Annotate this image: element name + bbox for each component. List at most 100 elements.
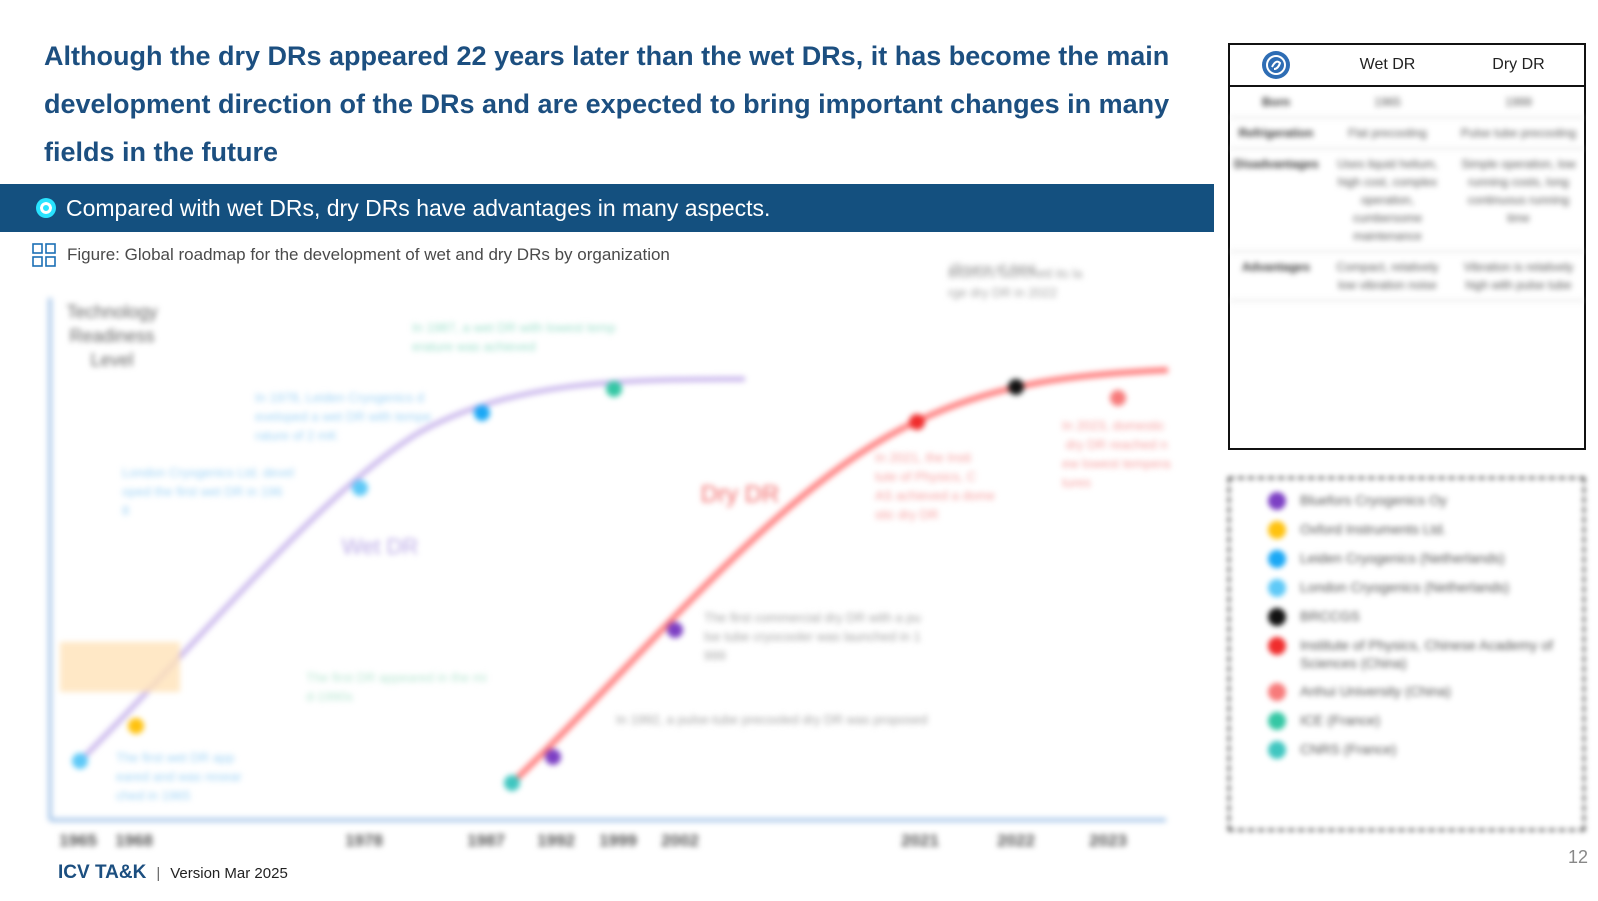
legend-label: ICE (France) [1300,712,1381,728]
legend-marker-icon [1268,608,1286,626]
chart-point [606,381,622,397]
chart-annotation: In 2023, domestic dry DR reached n ew low… [1062,418,1171,490]
x-tick-label: 1965 [59,831,97,850]
footer-separator: | [156,864,161,882]
x-tick-label: 1999 [599,831,637,850]
legend-label: Oxford Instruments Ltd. [1300,521,1447,537]
chart-point [504,775,520,791]
legend-label: Bluefors Cryogenics Oy [1300,492,1448,508]
chart-header-note: (Source of data) ... [950,262,1049,275]
footer-version: Version Mar 2025 [170,864,288,882]
grid-icon [32,243,56,267]
chart-annotation: The first commercial dry DR with a pu lse… [704,610,921,663]
wet-dr-curve [78,376,746,763]
chart-annotation: In 1978, Leiden Cryogenics d eveloped a w… [255,390,431,443]
chart-point [909,414,925,430]
legend-marker-icon [1268,712,1286,730]
legend: Bluefors Cryogenics Oy Oxford Instruments… [1228,477,1585,831]
chart-curves [60,367,1169,786]
x-tick-label: 1992 [537,831,575,850]
chart-point [667,622,683,638]
legend-item: Leiden Cryogenics (Netherlands) [1268,549,1573,568]
legend-item: ICE (France) [1268,711,1573,730]
bullet-icon [38,200,54,216]
table-cell: Vibration is relatively high with pulse … [1463,260,1574,292]
chart-annotation: Bluefors launched its la rge dry DR in 20… [948,266,1083,300]
legend-marker-icon [1268,741,1286,759]
table-header: Wet DR Dry DR [1230,45,1584,87]
x-tick-label: 2023 [1089,831,1127,850]
x-tick-label: 1978 [345,831,383,850]
chart-annotation: The first wet DR app eared and was resear… [116,750,242,803]
chart-annotation: The first DR appeared in the mi d-1990s [306,670,487,704]
footer-brand: ICV TA&K [58,862,147,883]
legend-item: London Cryogenics (Netherlands) [1268,578,1573,597]
x-tick-label: 2022 [997,831,1035,850]
legend-item: Institute of Physics, Chinese Academy of… [1268,636,1573,672]
table-row: Refrigeration Flat precooling Pulse tube p… [1230,118,1584,149]
legend-marker-icon [1268,521,1286,539]
table-body: Born 1965 1999 Refrigeration Flat precooling… [1230,87,1584,301]
chart-annotation: London Cryogenics Ltd. devel oped the fir… [122,465,294,518]
legend-label: Leiden Cryogenics (Netherlands) [1300,550,1505,566]
legend-marker-icon [1268,637,1286,655]
chart-point [72,753,88,769]
x-tick-label: 2002 [661,831,699,850]
legend-label: Institute of Physics, Chinese Academy of… [1300,637,1553,671]
legend-marker-icon [1268,683,1286,701]
chart-annotation: In 2021, the Insti tute of Physics, C AS a… [875,450,995,522]
chart-point [474,405,490,421]
headline: Although the dry DRs appeared 22 years l… [44,41,1170,167]
figure-caption-text: Figure: Global roadmap for the developme… [67,245,670,264]
table-cell: 1999 [1505,95,1532,109]
x-tick-label: 2021 [901,831,939,850]
chart-point [352,480,368,496]
table-header-wet: Wet DR [1359,56,1416,73]
chart-point [545,749,561,765]
table-cell: Simple operation, low running costs, lon… [1461,157,1576,225]
chart-annotation: In 1992, a pulse-tube precooled dry DR w… [616,712,927,727]
wet-dr-label: Wet DR [342,534,419,559]
table-cell: Compact, relatively low vibration noise [1336,260,1439,292]
legend-item: BRCCGS [1268,607,1573,626]
legend-label: CNRS (France) [1300,741,1397,757]
roadmap-chart-svg: Technology Readiness Level 1965 1968 1978 1987… [48,261,1171,850]
x-tick-label: 1968 [115,831,153,850]
footer: ICV TA&K | Version Mar 2025 [58,862,288,884]
legend-item: Anhui University (China) [1268,682,1573,701]
figure-caption: Figure: Global roadmap for the developme… [32,243,670,267]
dry-dr-curve [509,367,1169,786]
roadmap-chart: Technology Readiness Level 1965 1968 1978 1987… [0,261,1214,872]
legend-item: CNRS (France) [1268,740,1573,759]
table-cell: Uses liquid helium, high cost, complex o… [1337,157,1438,243]
legend-marker-icon [1268,579,1286,597]
highlight-box [60,642,180,692]
table-row-label: Disadvantages [1234,157,1319,171]
chart-labels: Technology Readiness Level 1965 1968 1978 1987… [59,261,1171,850]
table-row-label: Advantages [1241,260,1311,274]
section-banner: Compared with wet DRs, dry DRs have adva… [0,184,1214,232]
table-row-label: Born [1262,95,1290,109]
legend-label: Anhui University (China) [1300,683,1451,699]
legend-label: London Cryogenics (Netherlands) [1300,579,1510,595]
legend-label: BRCCGS [1300,608,1360,624]
table-row: Born 1965 1999 [1230,87,1584,118]
table-cell: Pulse tube precooling [1460,126,1577,140]
dry-dr-label: Dry DR [701,481,780,508]
chart-annotation: In 1987, a wet DR with lowest temp eratur… [412,320,616,354]
banner-text: Compared with wet DRs, dry DRs have adva… [66,194,771,221]
chart-point [1008,379,1024,395]
table-header-dry: Dry DR [1492,56,1545,73]
legend-item: Oxford Instruments Ltd. [1268,520,1573,539]
chart-markers [72,379,1126,791]
x-tick-label: 1987 [467,831,505,850]
legend-marker-icon [1268,492,1286,510]
comparison-table: Wet DR Dry DR Born 1965 1999 Refrigeration F… [1228,43,1586,450]
chart-point [128,718,144,734]
table-row-label: Refrigeration [1238,126,1314,140]
chart-axes [48,298,1166,822]
y-axis-label: Technology Readiness Level [66,302,157,370]
table-row: Advantages Compact, relatively low vibrat… [1230,252,1584,301]
table-cell: Flat precooling [1348,126,1427,140]
page-number: 12 [1567,847,1588,867]
